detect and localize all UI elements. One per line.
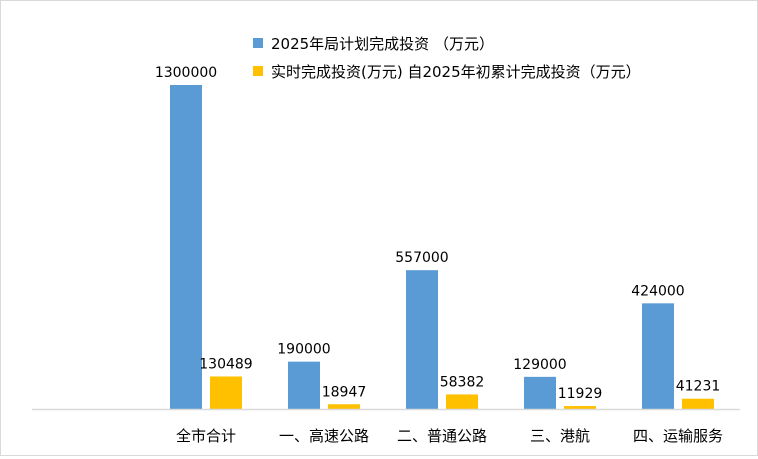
bar-1 (406, 270, 438, 409)
x-tick-label: 一、高速公路 (279, 427, 369, 445)
bar-1 (524, 376, 556, 409)
bar-1 (288, 361, 320, 409)
legend-label-1: 2025年局计划完成投资 （万元） (271, 35, 494, 53)
data-label: 18947 (322, 384, 367, 400)
data-label: 41231 (676, 379, 721, 395)
x-tick-label: 二、普通公路 (397, 427, 487, 445)
bar-2 (328, 404, 360, 409)
bar-2 (446, 394, 478, 409)
data-label: 58382 (440, 374, 485, 390)
x-tick-label: 三、港航 (530, 427, 590, 445)
data-label: 129000 (513, 357, 566, 373)
data-label: 190000 (277, 342, 330, 358)
legend-swatch-1 (253, 38, 263, 48)
data-label: 424000 (631, 283, 684, 299)
data-label: 1300000 (155, 65, 217, 81)
data-label: 557000 (395, 250, 448, 266)
bar-2 (682, 398, 714, 409)
bar-2 (210, 376, 242, 409)
legend-label-2: 实时完成投资(万元) 自2025年初累计完成投资（万元） (271, 63, 641, 81)
bar-1 (642, 303, 674, 409)
data-label: 130489 (199, 356, 252, 372)
legend-swatch-2 (253, 66, 263, 76)
x-tick-label: 四、运输服务 (633, 427, 723, 445)
x-tick-label: 全市合计 (176, 427, 236, 445)
bar-1 (170, 85, 202, 409)
bar-2 (564, 406, 596, 409)
data-label: 11929 (558, 386, 603, 402)
